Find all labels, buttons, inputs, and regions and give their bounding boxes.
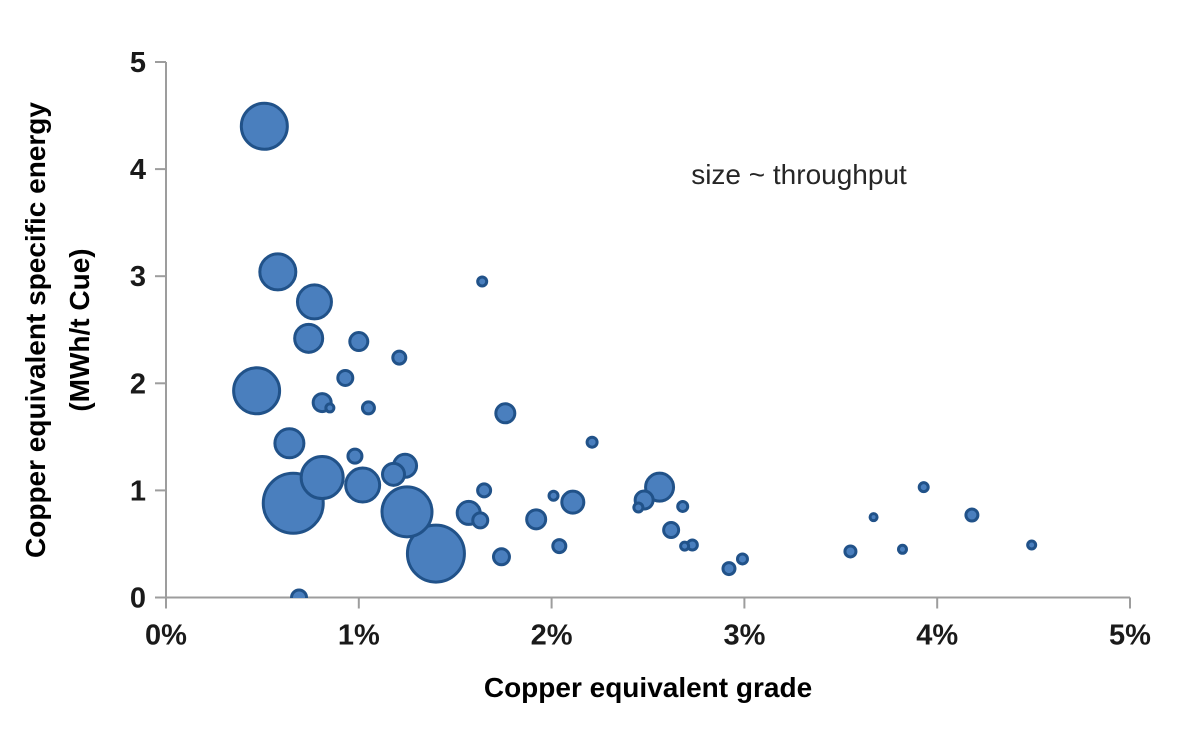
bubble [381, 461, 407, 487]
bubble [239, 101, 289, 151]
bubble [293, 322, 325, 354]
bubble [560, 489, 586, 515]
bubble-series [232, 101, 1038, 598]
x-tick-label: 0% [145, 620, 187, 652]
y-axis-title-line1: Copper equivalent specific energy [20, 102, 51, 558]
bubble [843, 544, 858, 559]
bubble [868, 512, 879, 523]
bubble [476, 482, 493, 499]
bubble [471, 511, 490, 530]
bubble [476, 275, 489, 288]
y-tick-label: 5 [130, 47, 146, 79]
bubble [547, 489, 560, 502]
bubble [676, 499, 690, 513]
bubble [232, 366, 282, 416]
bubble [632, 501, 645, 514]
bubble [344, 466, 382, 504]
bubble [917, 481, 930, 494]
bubble [585, 435, 599, 449]
bubble [896, 543, 908, 555]
bubble [735, 552, 749, 566]
y-axis-title-line2: (MWh/t Cue) [64, 248, 95, 412]
bubble [679, 540, 691, 552]
y-tick-label: 2 [130, 368, 146, 400]
y-axis-title: Copper equivalent specific energy (MWh/t… [14, 20, 102, 640]
y-tick-label: 3 [130, 261, 146, 293]
bubble [290, 588, 309, 598]
bubble [360, 400, 376, 416]
x-tick-label: 1% [338, 620, 380, 652]
bubble [662, 521, 681, 540]
bubble [346, 447, 364, 465]
bubble [491, 547, 511, 567]
x-tick-label: 5% [1109, 620, 1151, 652]
bubble [551, 538, 568, 555]
tick-labels: 0 1 2 3 4 5 0% 1% 2% 3% 4% 5% [130, 47, 1151, 652]
size-legend-annotation: size ~ throughput [691, 159, 907, 190]
bubble [380, 485, 434, 539]
bubble [1026, 539, 1038, 551]
x-tick-label: 2% [531, 620, 573, 652]
y-tick-label: 1 [130, 475, 146, 507]
axes [155, 61, 1131, 609]
bubble [348, 331, 370, 353]
bubble [405, 523, 466, 584]
bubble [324, 402, 336, 414]
x-axis-title: Copper equivalent grade [483, 672, 813, 703]
bubble [525, 508, 548, 531]
bubble [299, 455, 345, 501]
bubble [295, 283, 333, 321]
x-tick-label: 3% [723, 620, 765, 652]
y-tick-label: 0 [130, 583, 146, 615]
y-tick-label: 4 [130, 154, 146, 186]
bubble [336, 368, 355, 387]
bubble [964, 507, 980, 523]
bubble [721, 561, 737, 577]
bubble [494, 402, 517, 425]
bubble [391, 349, 408, 366]
bubble [258, 252, 298, 292]
bubble [273, 427, 306, 460]
x-tick-label: 4% [916, 620, 958, 652]
